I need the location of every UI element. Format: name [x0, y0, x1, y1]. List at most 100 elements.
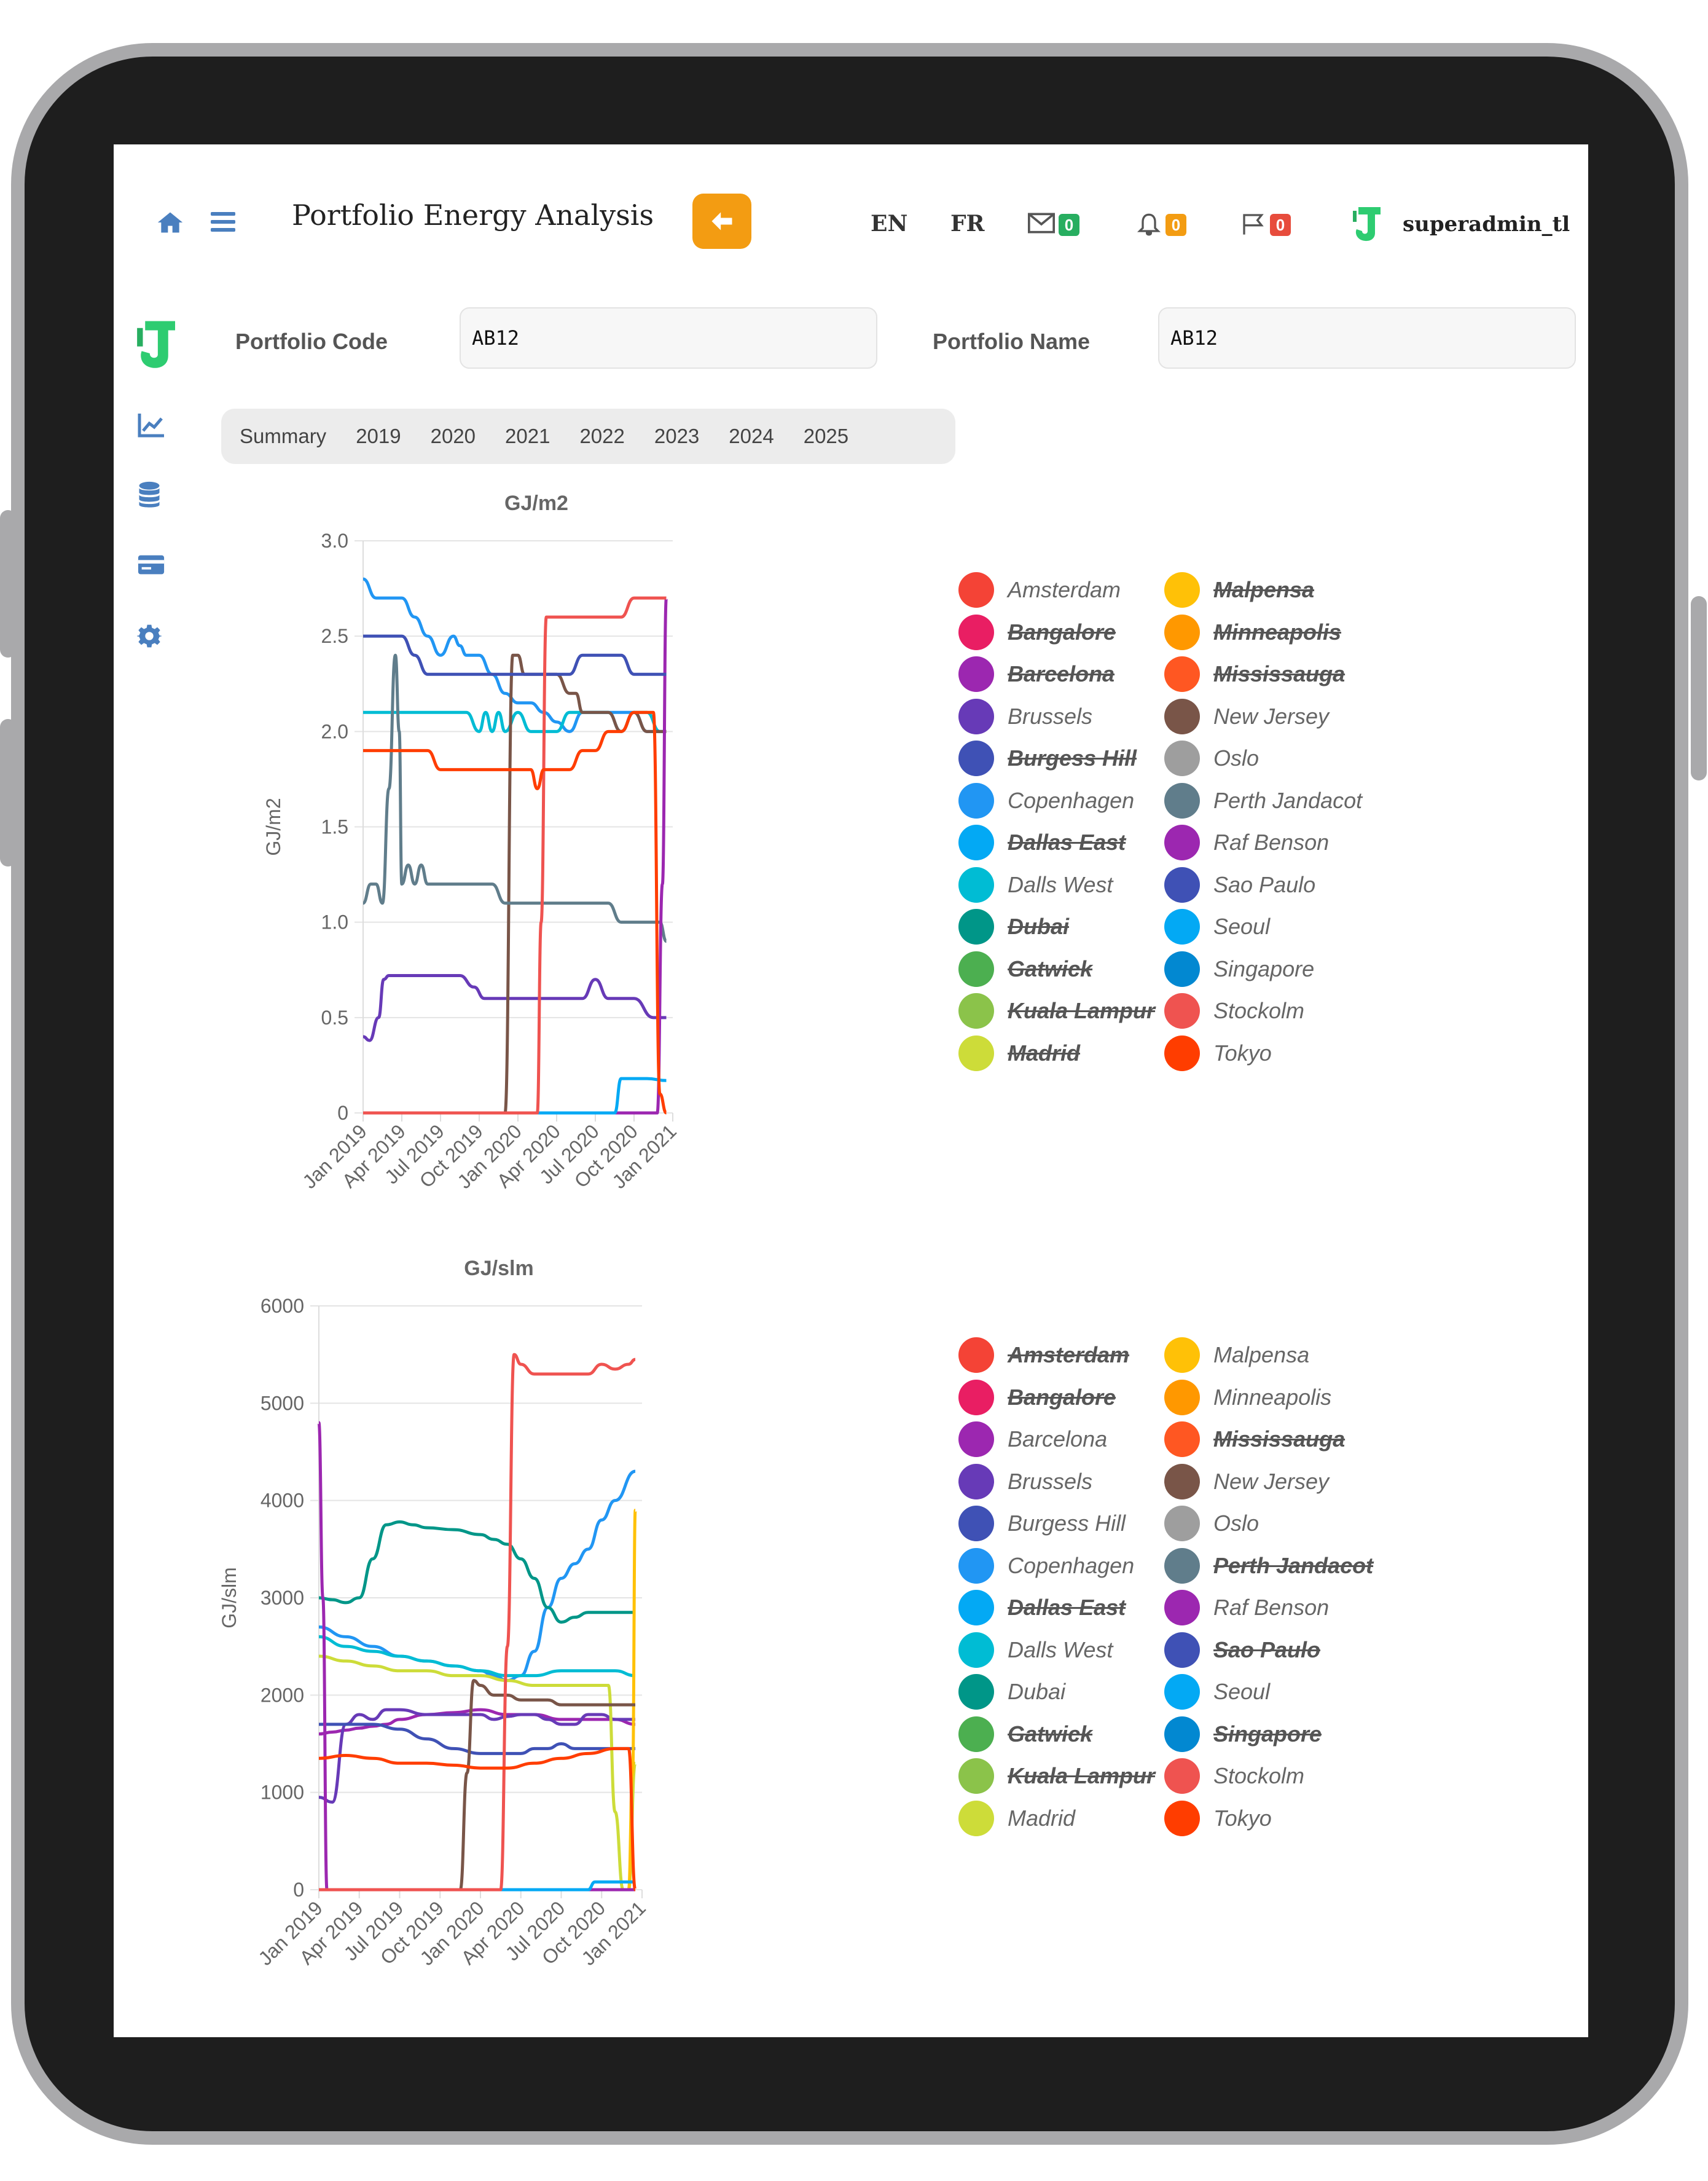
card-icon[interactable] — [137, 554, 166, 583]
bell-icon[interactable] — [1137, 212, 1161, 241]
legend-label: Dallas East — [1008, 1595, 1126, 1620]
legend-swatch — [958, 1590, 994, 1625]
tab-2021[interactable]: 2021 — [505, 425, 550, 447]
legend-swatch — [958, 1379, 994, 1415]
legend-item-new-jersey[interactable]: New Jersey — [1164, 1463, 1329, 1500]
legend-item-dallas-east[interactable]: Dallas East — [958, 824, 1126, 861]
legend-swatch — [958, 1506, 994, 1541]
legend-item-amsterdam[interactable]: Amsterdam — [958, 1337, 1129, 1373]
legend-label: Raf Benson — [1213, 1595, 1330, 1620]
legend-item-sao-paulo[interactable]: Sao Paulo — [1164, 867, 1315, 903]
flag-icon[interactable] — [1241, 212, 1266, 240]
legend-item-brussels[interactable]: Brussels — [958, 698, 1092, 735]
legend-item-malpensa[interactable]: Malpensa — [1164, 1337, 1309, 1373]
home-icon[interactable] — [157, 209, 184, 236]
legend-label: Kuala Lampur — [1008, 1763, 1156, 1788]
back-button[interactable] — [692, 194, 751, 249]
legend-item-sao-paulo[interactable]: Sao Paulo — [1164, 1632, 1320, 1668]
legend-item-burgess-hill[interactable]: Burgess Hill — [958, 1505, 1126, 1542]
tab-2020[interactable]: 2020 — [430, 425, 476, 447]
legend-swatch — [1164, 1632, 1200, 1668]
legend-item-minneapolis[interactable]: Minneapolis — [1164, 1379, 1331, 1416]
legend-item-mississauga[interactable]: Mississauga — [1164, 1421, 1345, 1458]
legend-item-kuala-lampur[interactable]: Kuala Lampur — [958, 1758, 1155, 1794]
legend-swatch — [958, 782, 994, 819]
legend-label: Brussels — [1008, 1468, 1093, 1494]
mail-icon[interactable] — [1028, 212, 1055, 237]
legend-item-madrid[interactable]: Madrid — [958, 1035, 1080, 1072]
chart-line-icon[interactable] — [137, 411, 166, 441]
legend-item-mississauga[interactable]: Mississauga — [1164, 656, 1345, 693]
legend-item-gatwick[interactable]: Gatwick — [958, 951, 1092, 988]
lang-fr-button[interactable]: FR — [950, 211, 985, 237]
legend-item-raf-benson[interactable]: Raf Benson — [1164, 1589, 1329, 1626]
legend-item-copenhagen[interactable]: Copenhagen — [958, 782, 1134, 819]
series-line-copenhagen — [362, 577, 667, 733]
legend-item-stockolm[interactable]: Stockolm — [1164, 992, 1304, 1029]
legend-item-tokyo[interactable]: Tokyo — [1164, 1800, 1272, 1837]
tablet-power-button — [1691, 596, 1707, 780]
legend-item-oslo[interactable]: Oslo — [1164, 1505, 1259, 1542]
gear-icon[interactable] — [136, 624, 166, 653]
legend-item-amsterdam[interactable]: Amsterdam — [958, 572, 1121, 608]
tab-2025[interactable]: 2025 — [803, 425, 849, 447]
legend-item-kuala-lampur[interactable]: Kuala Lampur — [958, 992, 1155, 1029]
legend-item-singapore[interactable]: Singapore — [1164, 951, 1314, 988]
y-tick-label: 4000 — [261, 1490, 304, 1512]
y-tick-label: 0 — [337, 1102, 348, 1124]
legend-item-copenhagen[interactable]: Copenhagen — [958, 1547, 1134, 1584]
lang-en-button[interactable]: EN — [871, 211, 908, 237]
legend-label: Minneapolis — [1213, 1384, 1332, 1410]
menu-icon[interactable] — [211, 212, 235, 232]
tab-2023[interactable]: 2023 — [654, 425, 700, 447]
tab-2024[interactable]: 2024 — [729, 425, 774, 447]
series-line-dalls-west — [363, 710, 667, 733]
portfolio-name-label: Portfolio Name — [933, 329, 1091, 354]
legend-item-burgess-hill[interactable]: Burgess Hill — [958, 740, 1137, 777]
legend-label: Amsterdam — [1008, 1342, 1130, 1367]
legend-item-dalls-west[interactable]: Dalls West — [958, 867, 1113, 903]
legend-item-dallas-east[interactable]: Dallas East — [958, 1589, 1126, 1626]
legend-item-oslo[interactable]: Oslo — [1164, 740, 1259, 777]
portfolio-name-input[interactable]: AB12 — [1158, 307, 1576, 369]
tab-2019[interactable]: 2019 — [356, 425, 401, 447]
username[interactable]: superadmin_tl — [1403, 212, 1570, 237]
legend-item-seoul[interactable]: Seoul — [1164, 1673, 1270, 1710]
legend-item-tokyo[interactable]: Tokyo — [1164, 1035, 1272, 1072]
legend-item-bangalore[interactable]: Bangalore — [958, 614, 1116, 651]
legend-item-bangalore[interactable]: Bangalore — [958, 1379, 1116, 1416]
legend-item-raf-benson[interactable]: Raf Benson — [1164, 824, 1329, 861]
legend-item-barcelona[interactable]: Barcelona — [958, 1421, 1107, 1458]
legend-label: Dallas East — [1008, 830, 1126, 855]
tab-summary[interactable]: Summary — [240, 425, 327, 447]
legend-item-dubai[interactable]: Dubai — [958, 1673, 1065, 1710]
bell-count-badge: 0 — [1165, 214, 1186, 236]
legend-item-perth-jandacot[interactable]: Perth Jandacot — [1164, 1547, 1373, 1584]
legend-label: Burgess Hill — [1008, 745, 1137, 771]
tab-2022[interactable]: 2022 — [579, 425, 625, 447]
legend-item-barcelona[interactable]: Barcelona — [958, 656, 1115, 693]
legend-label: Malpensa — [1213, 577, 1315, 602]
chart-gj-m2-legend: Amsterdam Bangalore Barcelona Brussels Burge… — [958, 572, 1573, 1125]
user-avatar[interactable] — [1349, 203, 1387, 247]
legend-swatch — [1164, 1800, 1200, 1836]
legend-label: Dubai — [1008, 914, 1070, 939]
series-line-tokyo — [362, 710, 668, 1115]
legend-item-gatwick[interactable]: Gatwick — [958, 1716, 1092, 1753]
legend-item-seoul[interactable]: Seoul — [1164, 908, 1270, 945]
legend-item-new-jersey[interactable]: New Jersey — [1164, 698, 1329, 735]
portfolio-code-input[interactable]: AB12 — [460, 307, 877, 369]
legend-item-dalls-west[interactable]: Dalls West — [958, 1632, 1113, 1668]
legend-item-malpensa[interactable]: Malpensa — [1164, 572, 1314, 608]
legend-item-brussels[interactable]: Brussels — [958, 1463, 1092, 1500]
legend-swatch — [1164, 656, 1200, 692]
legend-item-madrid[interactable]: Madrid — [958, 1800, 1075, 1837]
legend-item-singapore[interactable]: Singapore — [1164, 1716, 1322, 1753]
legend-item-dubai[interactable]: Dubai — [958, 908, 1069, 945]
legend-item-stockolm[interactable]: Stockolm — [1164, 1758, 1304, 1794]
legend-item-minneapolis[interactable]: Minneapolis — [1164, 614, 1341, 651]
legend-label: Sao Paulo — [1213, 1637, 1321, 1662]
database-icon[interactable] — [137, 481, 166, 511]
legend-swatch — [1164, 867, 1200, 903]
legend-item-perth-jandacot[interactable]: Perth Jandacot — [1164, 782, 1362, 819]
